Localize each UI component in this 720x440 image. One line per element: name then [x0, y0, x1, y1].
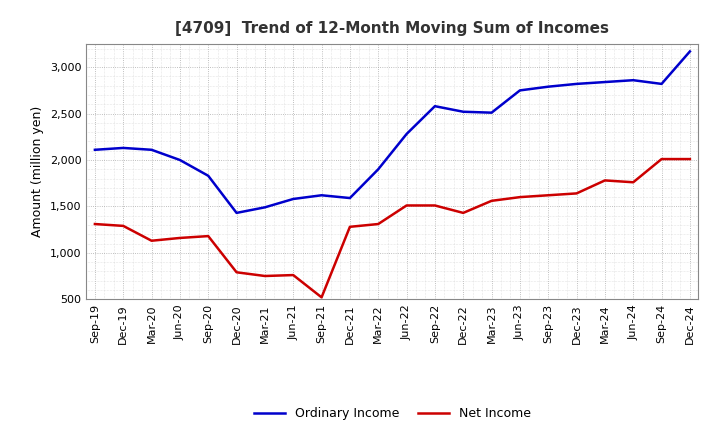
Net Income: [685, 157, 694, 162]
Ordinary Income: [544, 84, 552, 89]
Ordinary Income: [148, 147, 156, 152]
Net Income: [346, 224, 354, 229]
Net Income: [233, 270, 241, 275]
Net Income: [487, 198, 496, 203]
Net Income: [572, 191, 581, 196]
Ordinary Income: [346, 195, 354, 201]
Ordinary Income: [374, 167, 382, 172]
Ordinary Income: [402, 132, 411, 137]
Net Income: [402, 203, 411, 208]
Ordinary Income: [629, 77, 637, 83]
Y-axis label: Amount (million yen): Amount (million yen): [32, 106, 45, 237]
Line: Net Income: Net Income: [95, 159, 690, 297]
Ordinary Income: [572, 81, 581, 87]
Net Income: [431, 203, 439, 208]
Net Income: [629, 180, 637, 185]
Net Income: [289, 272, 297, 278]
Ordinary Income: [657, 81, 666, 87]
Net Income: [204, 234, 212, 239]
Net Income: [374, 221, 382, 227]
Ordinary Income: [459, 109, 467, 114]
Line: Ordinary Income: Ordinary Income: [95, 51, 690, 213]
Net Income: [516, 194, 524, 200]
Ordinary Income: [233, 210, 241, 216]
Title: [4709]  Trend of 12-Month Moving Sum of Incomes: [4709] Trend of 12-Month Moving Sum of I…: [176, 21, 609, 36]
Ordinary Income: [516, 88, 524, 93]
Ordinary Income: [600, 79, 609, 84]
Ordinary Income: [204, 173, 212, 178]
Net Income: [544, 193, 552, 198]
Ordinary Income: [261, 205, 269, 210]
Ordinary Income: [685, 49, 694, 54]
Ordinary Income: [431, 103, 439, 109]
Net Income: [600, 178, 609, 183]
Ordinary Income: [318, 193, 326, 198]
Net Income: [91, 221, 99, 227]
Ordinary Income: [119, 145, 127, 150]
Net Income: [261, 273, 269, 279]
Ordinary Income: [91, 147, 99, 152]
Net Income: [459, 210, 467, 216]
Ordinary Income: [487, 110, 496, 115]
Net Income: [657, 157, 666, 162]
Net Income: [176, 235, 184, 241]
Ordinary Income: [289, 196, 297, 202]
Net Income: [119, 223, 127, 228]
Net Income: [148, 238, 156, 243]
Ordinary Income: [176, 158, 184, 163]
Legend: Ordinary Income, Net Income: Ordinary Income, Net Income: [248, 403, 536, 425]
Net Income: [318, 295, 326, 300]
